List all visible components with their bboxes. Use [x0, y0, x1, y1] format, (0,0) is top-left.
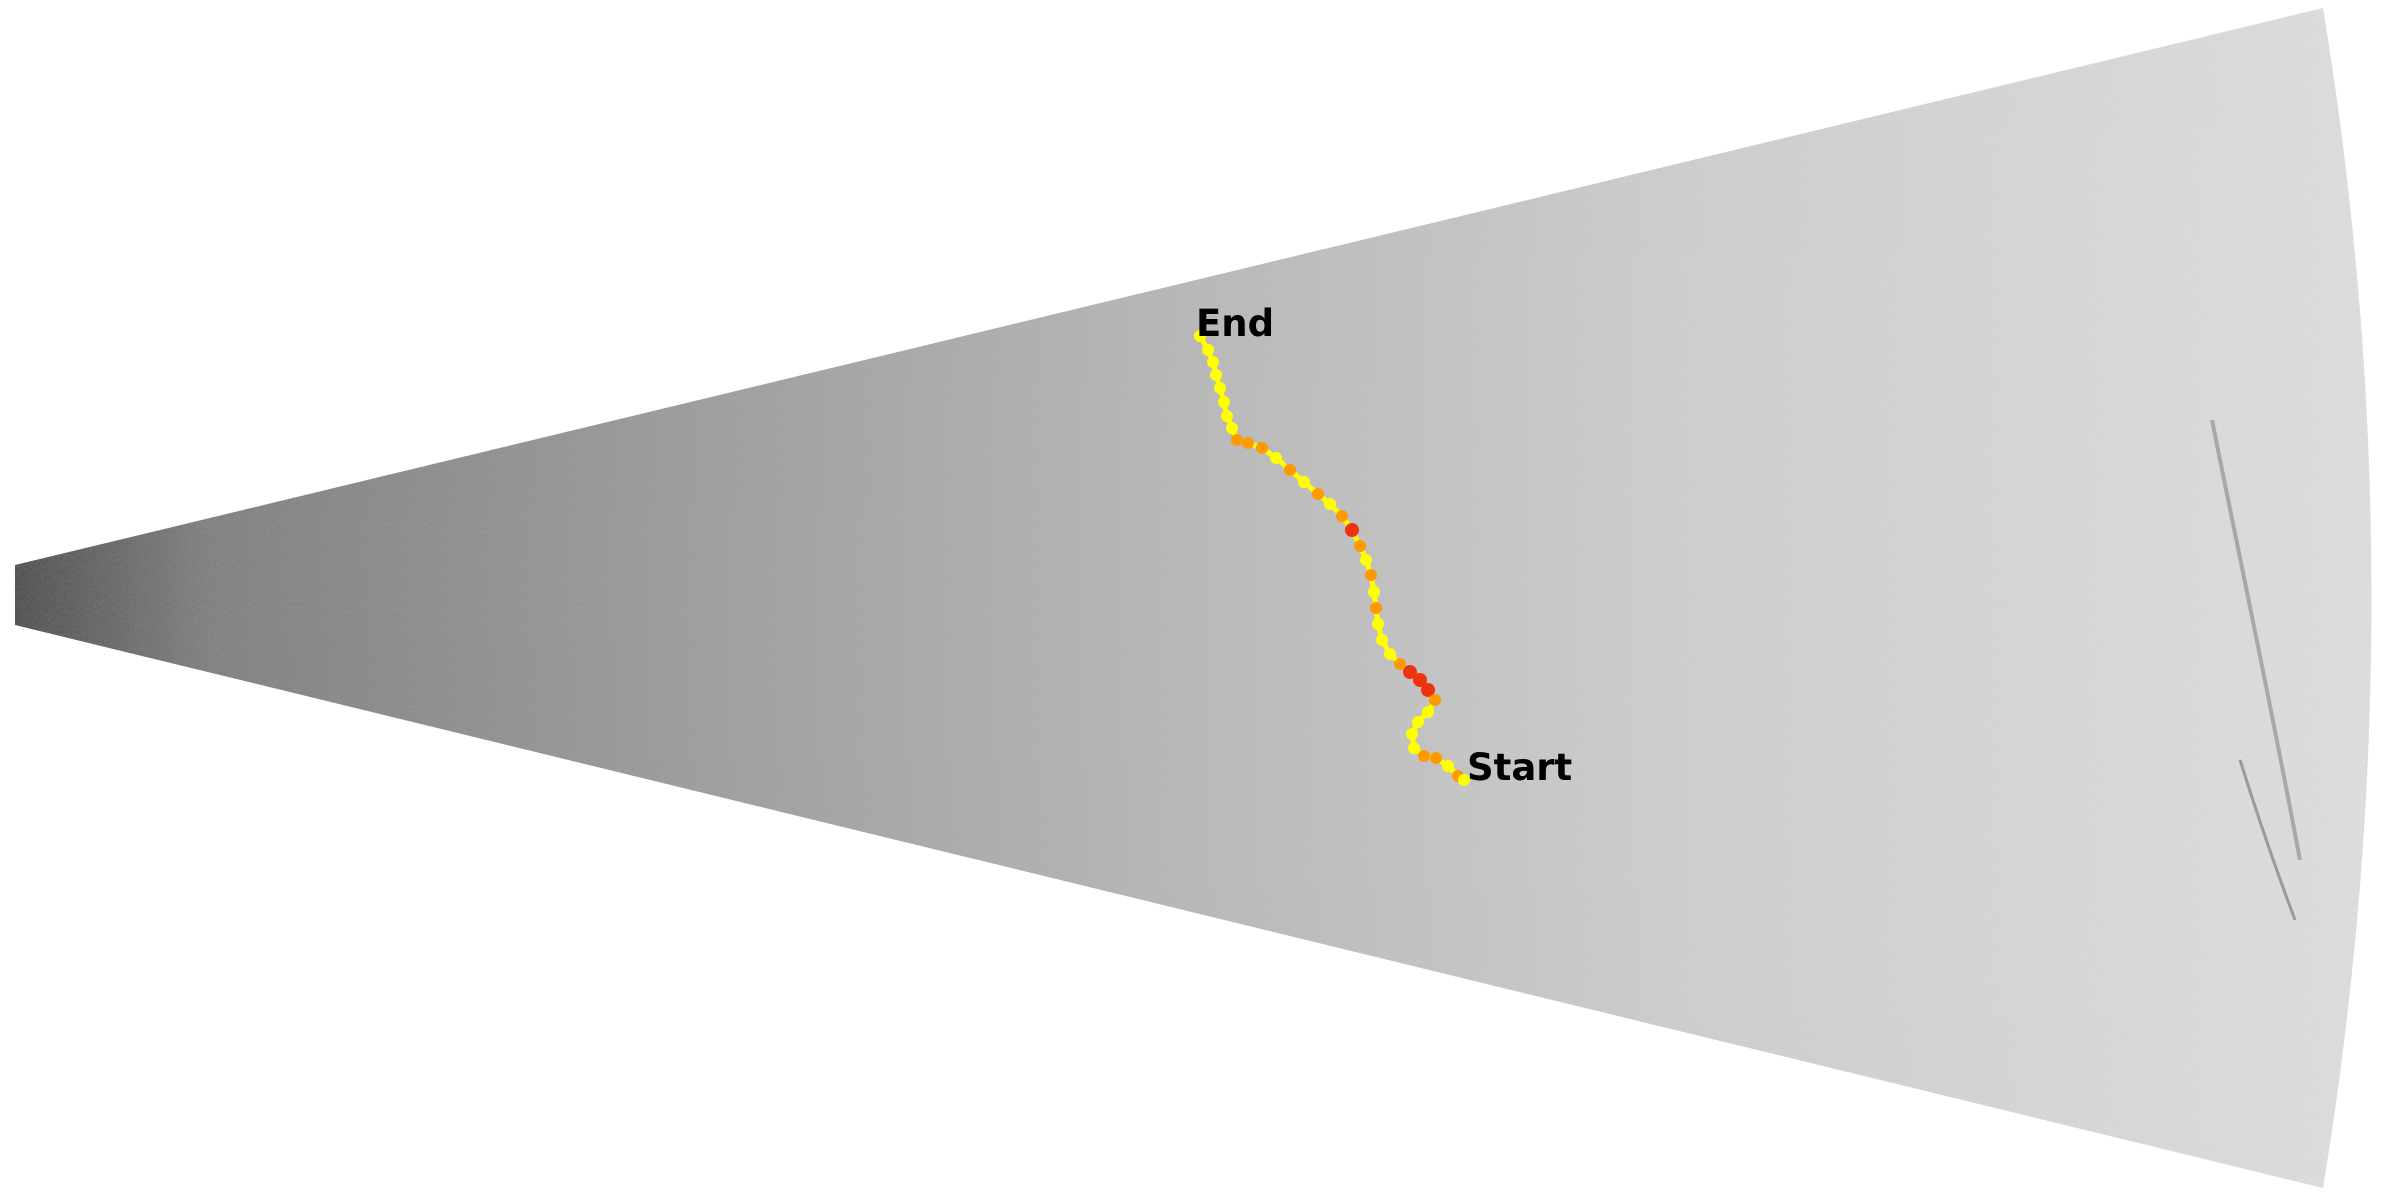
- track-point: [1270, 452, 1282, 464]
- track-point: [1312, 488, 1324, 500]
- track-point: [1207, 356, 1219, 368]
- track-point: [1384, 648, 1396, 660]
- track-point: [1231, 434, 1243, 446]
- track-point: [1210, 369, 1222, 381]
- track-point: [1403, 665, 1417, 679]
- track-point: [1194, 330, 1206, 342]
- track-point: [1354, 540, 1366, 552]
- track-point: [1422, 706, 1434, 718]
- track-point: [1324, 498, 1336, 510]
- track-point: [1408, 742, 1420, 754]
- track-point: [1214, 382, 1226, 394]
- track-point: [1376, 634, 1388, 646]
- track-point: [1218, 396, 1230, 408]
- track-point: [1458, 774, 1470, 786]
- track-point: [1394, 658, 1406, 670]
- track-point: [1430, 752, 1442, 764]
- track-point: [1345, 523, 1359, 537]
- track-point: [1368, 586, 1380, 598]
- track-point: [1221, 410, 1233, 422]
- track-point: [1370, 602, 1382, 614]
- track-point: [1336, 510, 1348, 522]
- track-point: [1298, 476, 1310, 488]
- track-point: [1372, 618, 1384, 630]
- track-point: [1284, 464, 1296, 476]
- track-line: [1197, 334, 1466, 783]
- track-point: [1412, 716, 1424, 728]
- start-label: Start: [1467, 746, 1572, 789]
- track-point: [1421, 683, 1435, 697]
- track-point: [1442, 760, 1454, 772]
- track-point: [1360, 554, 1372, 566]
- track-point: [1418, 750, 1430, 762]
- track-point: [1242, 437, 1254, 449]
- track-point: [1365, 569, 1377, 581]
- track-point: [1226, 422, 1238, 434]
- object-track: [1194, 330, 1470, 786]
- track-point: [1429, 694, 1441, 706]
- track-point: [1406, 728, 1418, 740]
- end-label: End: [1196, 302, 1274, 345]
- track-point: [1413, 673, 1427, 687]
- track-point: [1202, 344, 1214, 356]
- track-point: [1256, 442, 1268, 454]
